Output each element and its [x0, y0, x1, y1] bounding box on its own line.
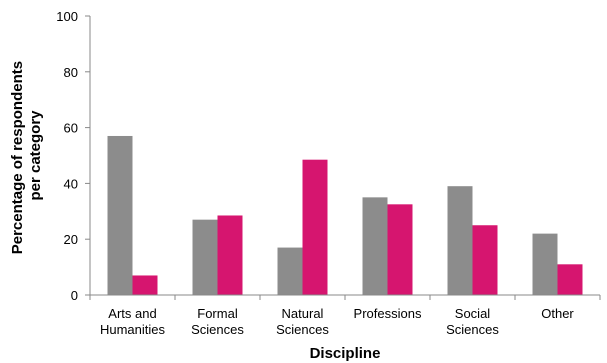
category-label: Arts and Humanities — [100, 306, 166, 337]
category-label-line: Professions — [354, 306, 422, 321]
category-label: Social Sciences — [446, 306, 499, 337]
category-label-line: Sciences — [191, 322, 244, 337]
bar-magenta — [132, 275, 158, 295]
x-axis-title: Discipline — [310, 345, 381, 362]
y-tick-label: 100 — [56, 9, 78, 24]
category-label-line: Natural — [282, 306, 324, 321]
category-label: Natural Sciences — [276, 306, 329, 337]
y-tick-label: 80 — [64, 65, 78, 80]
category-label-line: Humanities — [100, 322, 166, 337]
bar-gray — [107, 135, 133, 295]
y-tick-label: 0 — [71, 288, 78, 303]
bar-magenta — [217, 215, 243, 295]
category-label-line: Social — [455, 306, 491, 321]
bar-magenta — [302, 159, 328, 295]
y-tick-label: 60 — [64, 121, 78, 136]
y-ticks-group: 0 20 40 60 80 100 — [56, 9, 90, 303]
y-axis-title-line-2: per category — [27, 110, 44, 201]
y-axis-title: Percentage of respondents per category — [9, 57, 44, 255]
category-label-line: Formal — [197, 306, 238, 321]
y-axis-title-line-1: Percentage of respondents — [9, 61, 26, 254]
y-tick-label: 20 — [64, 232, 78, 247]
bar-gray — [447, 186, 473, 295]
category-label: Other — [541, 306, 574, 321]
bar-magenta — [387, 204, 413, 295]
category-label-line: Sciences — [276, 322, 329, 337]
y-tick-label: 40 — [64, 176, 78, 191]
bar-magenta — [557, 264, 583, 295]
category-label-line: Sciences — [446, 322, 499, 337]
bar-gray — [532, 233, 558, 295]
category-label: Professions — [354, 306, 422, 321]
category-label-line: Other — [541, 306, 574, 321]
category-label: Formal Sciences — [191, 306, 244, 337]
bar-gray — [192, 219, 218, 295]
bars-group — [107, 135, 583, 295]
category-label-line: Arts and — [108, 306, 156, 321]
bar-magenta — [472, 225, 498, 295]
bar-gray — [277, 247, 303, 295]
axes-group — [89, 16, 600, 296]
bar-gray — [362, 197, 388, 295]
